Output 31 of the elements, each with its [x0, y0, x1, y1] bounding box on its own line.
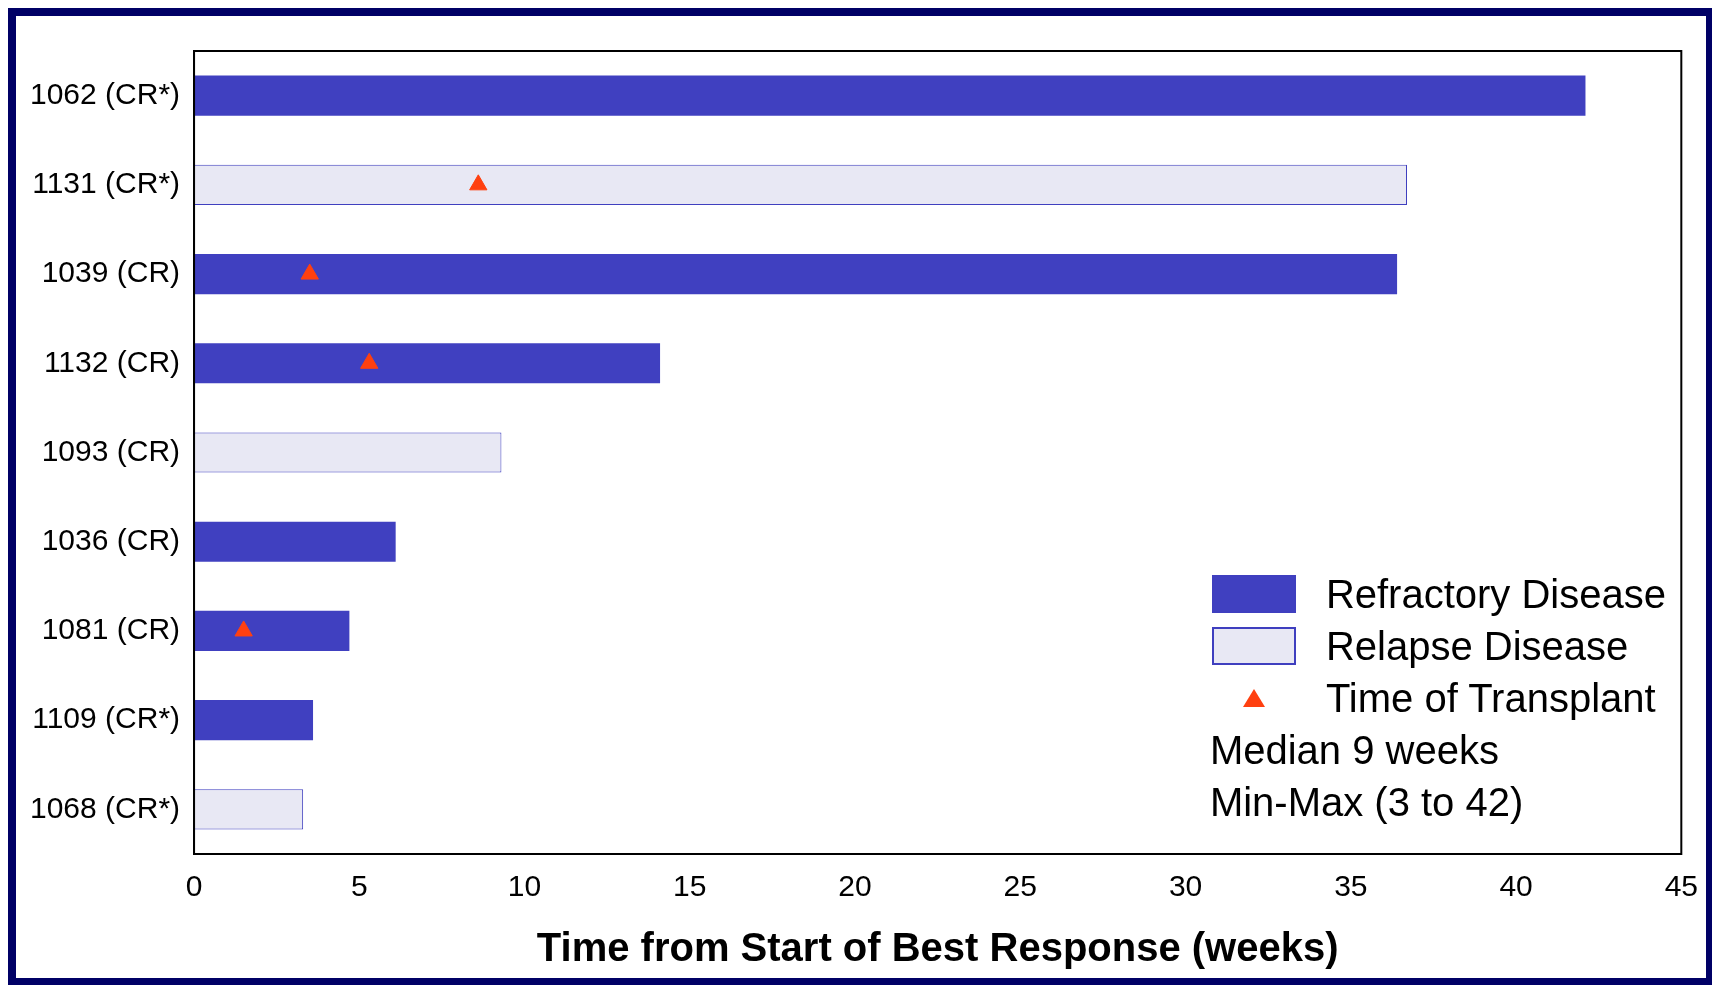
annotation: Median 9 weeks: [1209, 727, 1500, 774]
x-tick-label: 45: [1664, 869, 1698, 903]
y-tick-label: 1039 (CR): [41, 255, 181, 289]
y-tick-label: 1036 (CR): [41, 522, 181, 556]
bar: [194, 610, 350, 652]
x-axis-title: Time from Start of Best Response (weeks): [536, 925, 1339, 970]
x-tick-label: 15: [673, 869, 707, 903]
y-tick-label: 1109 (CR*): [32, 701, 181, 735]
x-tick-label: 5: [350, 869, 368, 903]
x-tick-label: 35: [1334, 869, 1368, 903]
legend-label: Relapse Disease: [1325, 623, 1629, 670]
bar: [194, 343, 661, 384]
x-tick-label: 30: [1168, 869, 1203, 903]
bar: [194, 700, 314, 741]
y-tick-label: 1062 (CR*): [30, 76, 181, 110]
x-tick-label: 0: [185, 869, 203, 903]
annotation: Min-Max (3 to 42): [1209, 779, 1525, 826]
y-tick-label: 1131 (CR*): [32, 166, 181, 200]
x-tick-label: 20: [838, 869, 872, 903]
x-tick-label: 40: [1499, 869, 1533, 903]
y-tick-label: 1068 (CR*): [30, 790, 181, 824]
legend-label: Refractory Disease: [1325, 571, 1666, 618]
bar: [194, 521, 396, 562]
legend-label: Time of Transplant: [1325, 675, 1656, 722]
y-tick-label: 1081 (CR): [41, 612, 181, 646]
bar: [194, 253, 1398, 295]
x-tick-label: 10: [507, 869, 542, 903]
bar: [194, 75, 1586, 116]
y-tick-label: 1093 (CR): [41, 433, 181, 467]
x-tick-label: 25: [1003, 869, 1037, 903]
y-tick-label: 1132 (CR): [43, 344, 181, 378]
